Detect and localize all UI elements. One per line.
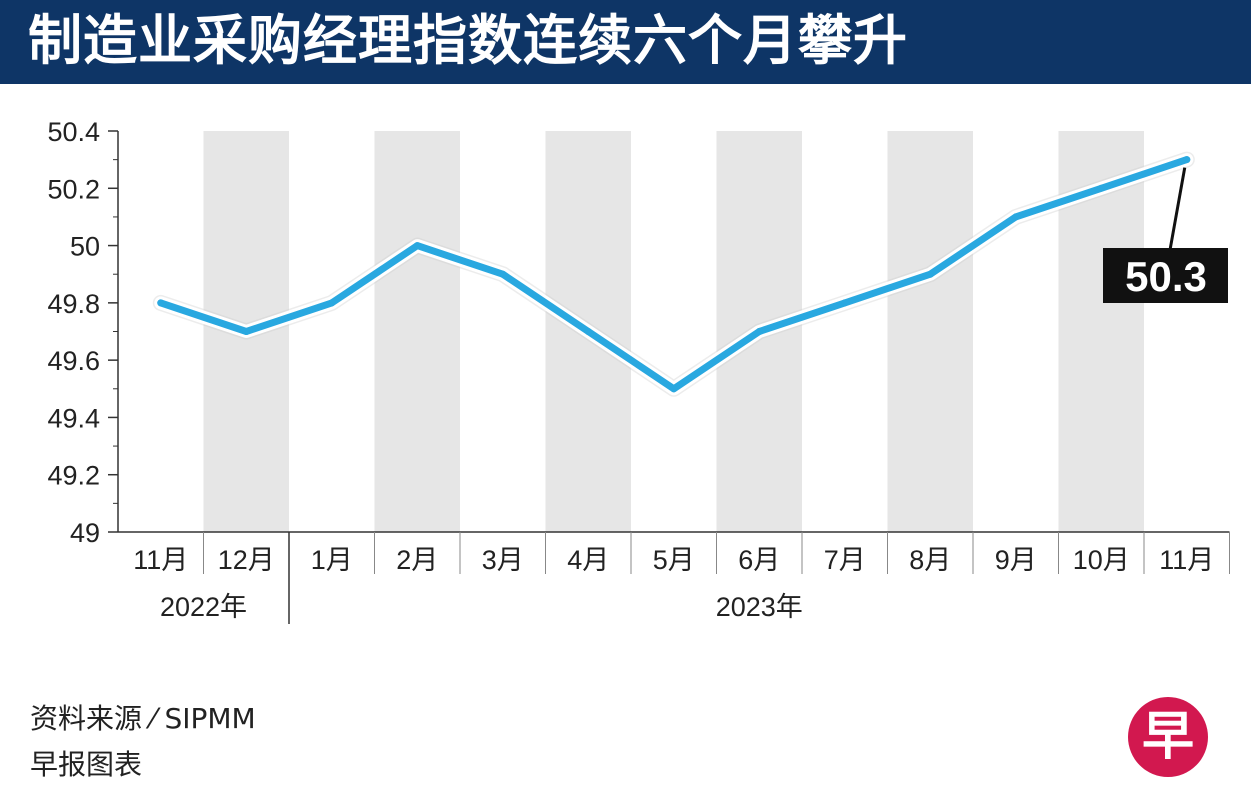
data-point xyxy=(1012,213,1020,221)
series-shadow xyxy=(152,151,1195,397)
title-bar: 制造业采购经理指数连续六个月攀升 xyxy=(0,0,1251,84)
x-tick-label: 7月 xyxy=(824,545,866,575)
x-tick-label: 8月 xyxy=(909,545,951,575)
x-axis-ticks: 11月 12月 1月 2月 3月 4月 5月 6月 7月 8月 9月 10月 11月 2022年 2023年 xyxy=(133,532,1230,624)
callout-label: 50.3 xyxy=(1125,253,1207,300)
y-tick-label: 50.4 xyxy=(47,117,100,147)
x-tick-label: 2月 xyxy=(396,545,438,575)
series-line-group xyxy=(152,151,1195,397)
y-tick-label: 49.4 xyxy=(47,403,100,433)
y-tick-label: 49 xyxy=(70,518,100,548)
x-tick-label: 6月 xyxy=(738,545,780,575)
data-point xyxy=(841,299,849,307)
data-point xyxy=(157,299,165,307)
x-tick-label: 11月 xyxy=(1159,545,1214,575)
x-tick-label: 10月 xyxy=(1073,545,1130,575)
data-point xyxy=(1097,184,1105,192)
y-tick-label: 49.8 xyxy=(47,289,100,319)
x-tick-label: 3月 xyxy=(482,545,524,575)
x-tick-label: 4月 xyxy=(567,545,609,575)
year-group-label: 2023年 xyxy=(716,592,803,622)
x-tick-label: 11月 xyxy=(133,545,188,575)
chart-title: 制造业采购经理指数连续六个月攀升 xyxy=(28,9,908,72)
callout-leader xyxy=(1168,167,1187,251)
column-band xyxy=(887,131,973,532)
column-band xyxy=(374,131,460,532)
background-bands xyxy=(203,131,1144,532)
y-tick-label: 49.6 xyxy=(47,346,100,376)
logo-character: 早 xyxy=(1141,707,1194,767)
y-tick-label: 50.2 xyxy=(47,174,100,204)
x-tick-label: 9月 xyxy=(995,545,1037,575)
series-line xyxy=(157,156,1191,393)
y-tick-label: 49.2 xyxy=(47,461,100,491)
y-axis-ticks: 49 49.2 49.4 49.6 49.8 50 50.2 50.4 xyxy=(47,117,118,548)
data-point xyxy=(242,328,250,335)
series-halo xyxy=(154,153,1194,396)
x-tick-label: 5月 xyxy=(653,545,695,575)
data-point xyxy=(926,270,934,278)
data-point xyxy=(1183,156,1191,164)
data-point xyxy=(499,270,507,278)
data-point xyxy=(413,242,421,250)
line-chart: 49 49.2 49.4 49.6 49.8 50 50.2 50.4 11月 12月 1月 2月 3… xyxy=(47,117,1230,624)
value-callout-group: 50.3 xyxy=(1103,167,1228,303)
callout-box xyxy=(1103,248,1228,303)
x-tick-label: 12月 xyxy=(218,545,275,575)
year-group-label: 2022年 xyxy=(160,592,247,622)
y-tick-label: 50 xyxy=(70,232,100,262)
source-note: 资料来源 ⁄ SIPMM xyxy=(30,702,256,735)
zaobao-logo: 早 xyxy=(1128,697,1208,777)
credit-note: 早报图表 xyxy=(30,748,143,781)
data-point xyxy=(328,299,336,307)
data-point xyxy=(670,385,678,393)
data-point xyxy=(755,328,763,335)
data-point xyxy=(584,328,592,335)
x-tick-label: 1月 xyxy=(311,545,353,575)
